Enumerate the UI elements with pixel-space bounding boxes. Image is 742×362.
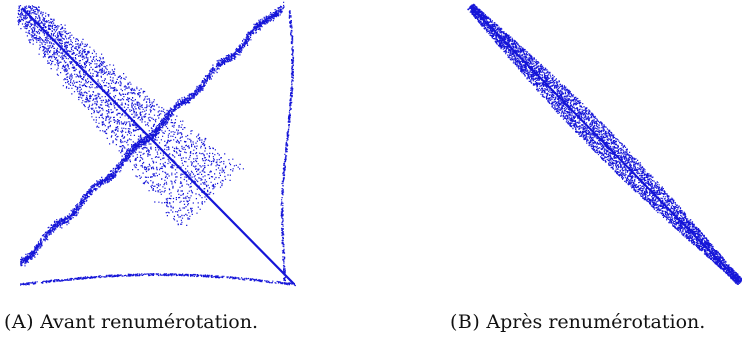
bottom-edge-profile: [20, 273, 296, 287]
main-diagonal: [21, 7, 295, 285]
caption-b-label: (B): [450, 311, 481, 333]
band-points: [467, 3, 742, 285]
anti-diagonal-band: [20, 1, 285, 267]
caption-a-label: (A): [4, 311, 35, 333]
caption-a-text: Avant renumérotation.: [40, 311, 258, 333]
caption-b: (B) Après renumérotation.: [450, 310, 705, 334]
caption-a: (A) Avant renumérotation.: [4, 310, 258, 334]
sparsity-pattern-before: [12, 0, 312, 300]
sparsity-pattern-after: [460, 0, 742, 292]
caption-b-text: Après renumérotation.: [486, 311, 706, 333]
right-edge-profile: [280, 10, 295, 282]
off-diagonal-cloud: [17, 5, 244, 226]
